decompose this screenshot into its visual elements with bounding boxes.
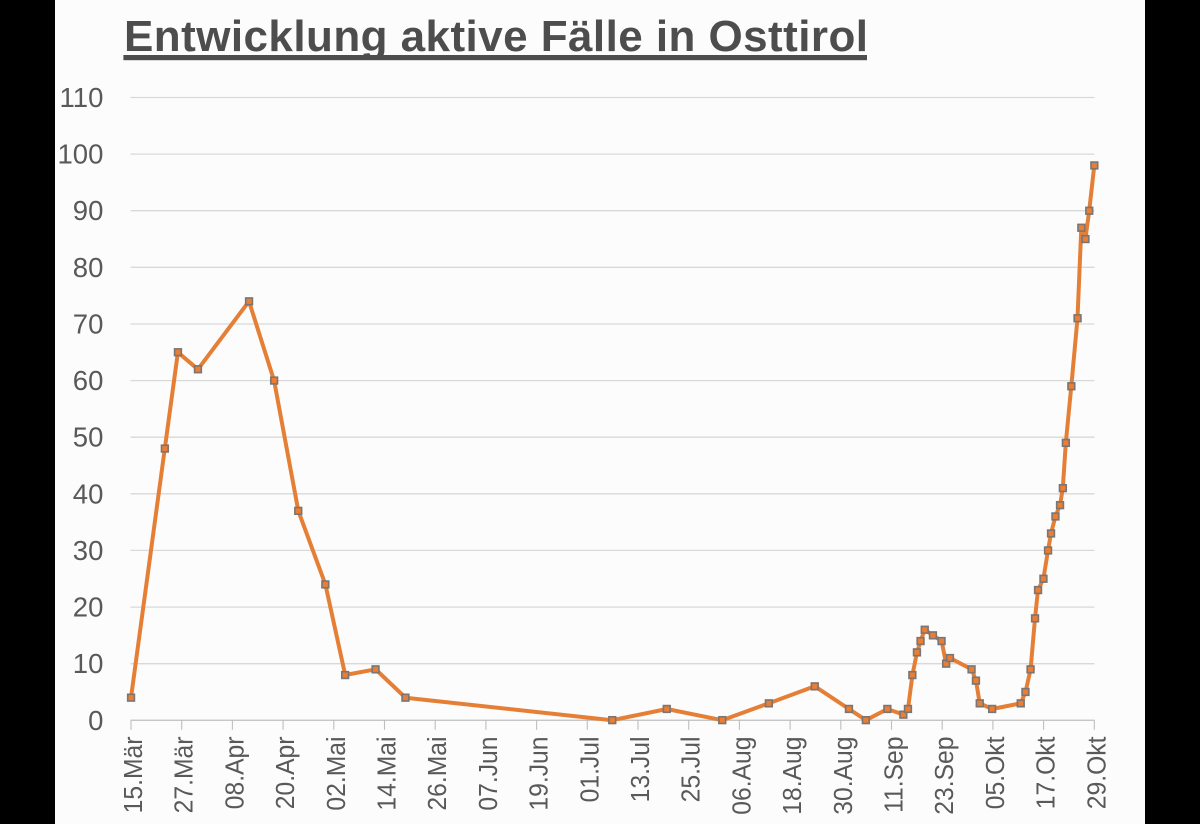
svg-text:19.Jun: 19.Jun	[525, 737, 554, 811]
svg-text:30: 30	[73, 535, 104, 566]
svg-text:20.Apr: 20.Apr	[272, 736, 301, 809]
svg-text:05.Okt: 05.Okt	[981, 737, 1010, 810]
svg-text:08.Apr: 08.Apr	[221, 736, 250, 809]
svg-text:80: 80	[73, 252, 104, 283]
svg-text:15.Mär: 15.Mär	[119, 736, 148, 813]
svg-text:18.Aug: 18.Aug	[779, 737, 808, 815]
svg-text:25.Jul: 25.Jul	[677, 737, 706, 803]
svg-text:26.Mai: 26.Mai	[424, 737, 453, 811]
svg-text:10: 10	[73, 648, 104, 679]
svg-text:29.Okt: 29.Okt	[1083, 737, 1112, 810]
svg-text:07.Jun: 07.Jun	[474, 737, 503, 811]
svg-text:02.Mai: 02.Mai	[322, 737, 351, 811]
svg-text:100: 100	[58, 139, 104, 170]
svg-text:11.Sep: 11.Sep	[880, 737, 909, 813]
svg-text:17.Okt: 17.Okt	[1032, 737, 1061, 810]
svg-text:110: 110	[60, 82, 104, 113]
svg-text:40: 40	[73, 478, 104, 509]
svg-text:0: 0	[88, 705, 103, 736]
svg-text:13.Jul: 13.Jul	[626, 737, 655, 803]
svg-text:60: 60	[73, 365, 104, 396]
svg-text:23.Sep: 23.Sep	[931, 737, 960, 815]
svg-text:14.Mai: 14.Mai	[373, 737, 402, 811]
svg-text:30.Aug: 30.Aug	[829, 737, 858, 815]
svg-text:50: 50	[73, 422, 104, 453]
svg-text:06.Aug: 06.Aug	[728, 737, 757, 815]
svg-text:Entwicklung aktive Fälle in Os: Entwicklung aktive Fälle in Osttirol	[124, 12, 868, 61]
svg-text:01.Jul: 01.Jul	[576, 737, 605, 803]
svg-text:27.Mär: 27.Mär	[170, 736, 199, 813]
svg-text:90: 90	[73, 195, 104, 226]
svg-text:20: 20	[73, 592, 104, 623]
svg-text:70: 70	[73, 309, 104, 340]
